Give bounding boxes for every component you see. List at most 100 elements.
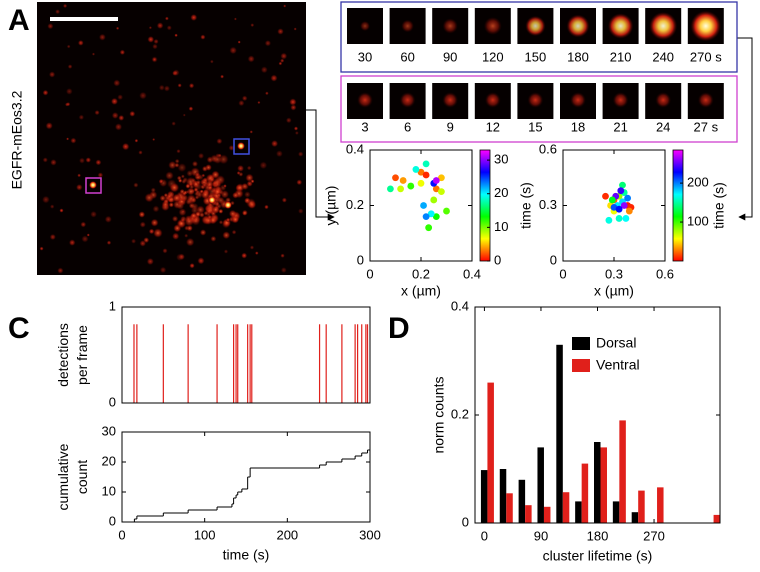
scatter-point xyxy=(412,166,420,173)
colorbar-tick-label: 200 xyxy=(687,175,709,190)
scatter-point xyxy=(425,224,433,232)
image-spot xyxy=(111,111,119,120)
image-spot xyxy=(208,196,216,204)
bar xyxy=(631,512,639,523)
y-tick-label: 0 xyxy=(109,513,116,528)
scatter-point xyxy=(608,196,616,204)
image-spot xyxy=(249,245,255,250)
x-tick-label: 0 xyxy=(366,266,373,281)
x-tick-label: 0.6 xyxy=(656,266,674,281)
bar xyxy=(525,505,532,523)
image-spot xyxy=(55,9,61,15)
frame-label: 90 xyxy=(443,49,457,64)
image-spot xyxy=(241,252,248,259)
image-spot xyxy=(185,183,191,189)
image-spot xyxy=(225,217,231,223)
image-spot xyxy=(186,170,194,177)
image-spot xyxy=(265,91,269,96)
frame-spot xyxy=(483,17,502,35)
scatter-point xyxy=(619,181,626,189)
scatter-point xyxy=(617,187,625,195)
image-spot xyxy=(209,176,216,183)
image-spot xyxy=(59,208,64,213)
image-spot xyxy=(162,248,168,254)
legend-label: Ventral xyxy=(596,357,640,373)
image-spot xyxy=(174,162,180,168)
image-spot xyxy=(228,209,237,218)
image-spot xyxy=(138,211,146,218)
image-spot xyxy=(293,126,299,131)
image-spot xyxy=(91,52,96,56)
image-spot xyxy=(90,210,98,218)
scatter-point xyxy=(397,185,404,193)
image-spot xyxy=(153,228,163,238)
image-spot xyxy=(131,238,137,244)
y-tick-label: 0.6 xyxy=(539,141,557,156)
connector-arrow xyxy=(306,109,335,221)
x-tick-label: 0 xyxy=(559,266,566,281)
image-spot xyxy=(280,58,285,63)
image-spot xyxy=(121,142,130,151)
image-spot xyxy=(275,150,283,158)
image-spot xyxy=(45,122,53,130)
image-spot xyxy=(194,191,200,197)
colorbar xyxy=(672,149,684,262)
frame-label: 150 xyxy=(525,49,547,64)
image-spot xyxy=(166,25,172,31)
scatter-point xyxy=(610,203,618,211)
image-spot xyxy=(241,182,249,190)
image-spot xyxy=(177,163,187,173)
scatter-point xyxy=(624,194,631,202)
image-spot xyxy=(113,79,121,87)
image-spot xyxy=(200,34,206,40)
image-spot xyxy=(138,150,143,155)
bar xyxy=(657,487,664,523)
scatter-point xyxy=(443,207,450,215)
image-spot xyxy=(139,221,146,228)
bar xyxy=(612,501,620,523)
image-spot xyxy=(106,240,112,245)
image-spot xyxy=(49,233,56,241)
bar xyxy=(575,501,582,523)
image-spot xyxy=(42,157,48,163)
frame-label: 18 xyxy=(571,119,585,134)
bar xyxy=(619,420,626,523)
strip-border xyxy=(340,75,738,143)
micrograph xyxy=(37,2,306,275)
image-spot xyxy=(147,35,155,43)
legend-swatch xyxy=(572,359,590,372)
y-tick-label: 30 xyxy=(102,423,116,438)
image-spot xyxy=(156,22,164,30)
y-tick-label: 0 xyxy=(109,394,116,409)
image-spot xyxy=(176,149,181,154)
image-spot xyxy=(89,181,97,189)
image-spot xyxy=(129,110,136,117)
scatter-point xyxy=(399,177,407,184)
scatter-point xyxy=(387,185,394,193)
image-spot xyxy=(171,121,176,126)
colorbar xyxy=(479,149,491,262)
image-spot xyxy=(296,179,303,186)
image-spot xyxy=(65,87,73,95)
image-spot xyxy=(270,74,278,82)
colorbar-label: time (s) xyxy=(711,182,727,229)
image-spot xyxy=(66,44,71,49)
frame-label: 3 xyxy=(361,119,368,134)
legend-label: Dorsal xyxy=(596,335,636,351)
scatter-point xyxy=(420,202,427,209)
frame-label: 60 xyxy=(400,49,414,64)
bar xyxy=(537,447,544,523)
scatter-point xyxy=(432,185,440,193)
image-spot xyxy=(80,221,87,228)
scatter-point xyxy=(392,174,399,182)
image-spot xyxy=(41,195,50,204)
frame-spot xyxy=(649,11,678,41)
frame-spot xyxy=(360,21,370,31)
image-spot xyxy=(194,171,201,178)
y-axis-label: count xyxy=(74,460,90,494)
image-spot xyxy=(195,179,202,185)
image-spot xyxy=(223,249,229,254)
scatter-point xyxy=(622,215,630,222)
image-spot xyxy=(186,225,193,232)
